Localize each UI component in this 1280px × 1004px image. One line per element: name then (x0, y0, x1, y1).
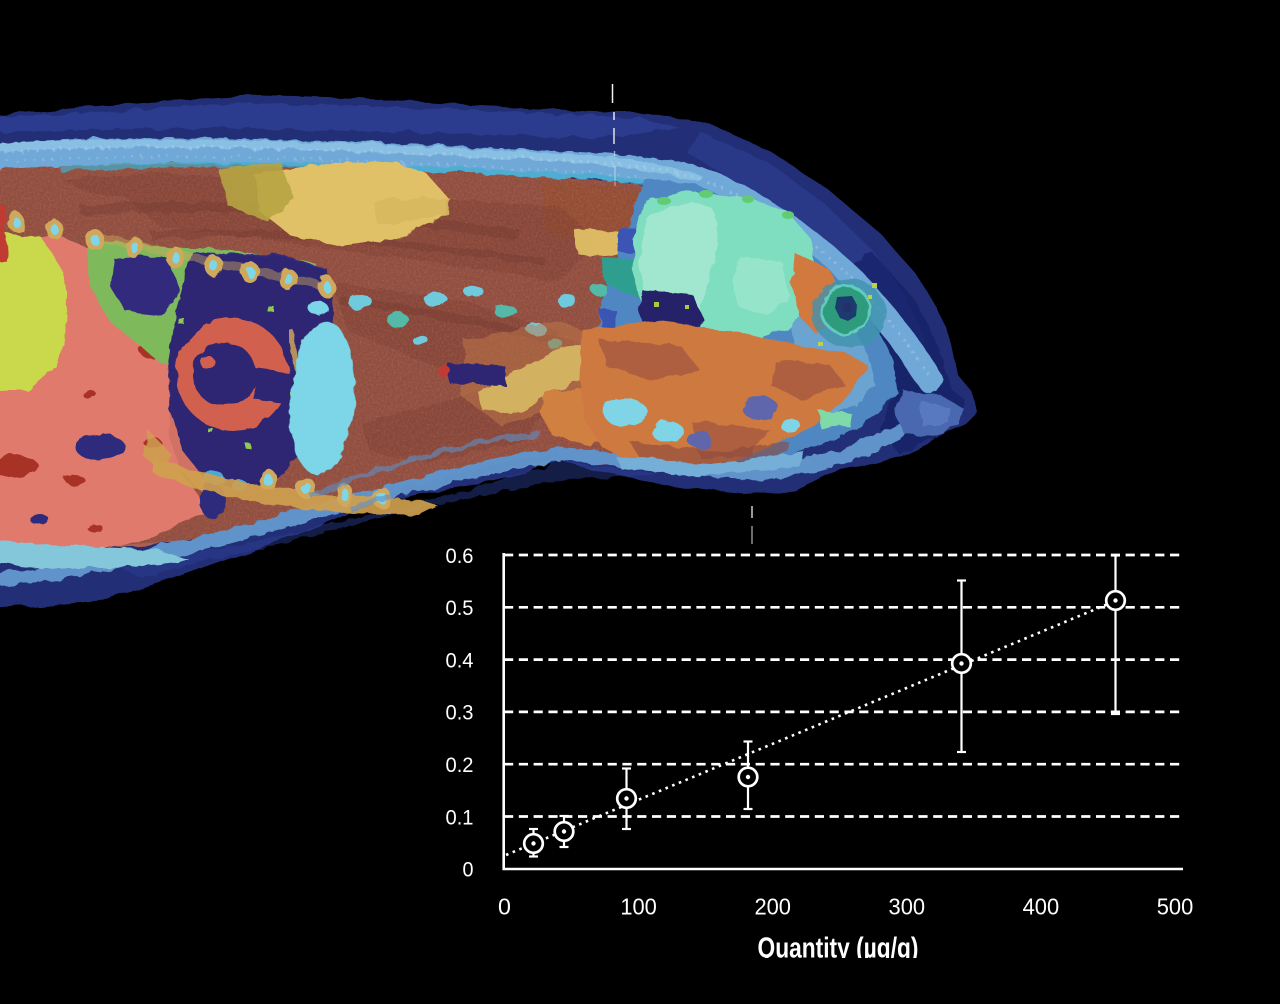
svg-text:500: 500 (1157, 894, 1194, 920)
svg-text:0.5: 0.5 (446, 596, 474, 620)
svg-text:0.4: 0.4 (446, 648, 474, 672)
svg-text:0.2: 0.2 (446, 753, 474, 777)
svg-text:0: 0 (463, 858, 474, 882)
svg-text:100: 100 (620, 894, 657, 920)
svg-text:300: 300 (889, 894, 926, 920)
svg-text:0.3: 0.3 (446, 701, 474, 725)
svg-text:200: 200 (754, 894, 791, 920)
svg-text:0.6: 0.6 (446, 544, 474, 568)
svg-text:0: 0 (498, 894, 511, 920)
svg-text:0.1: 0.1 (446, 805, 474, 829)
svg-text:400: 400 (1023, 894, 1060, 920)
